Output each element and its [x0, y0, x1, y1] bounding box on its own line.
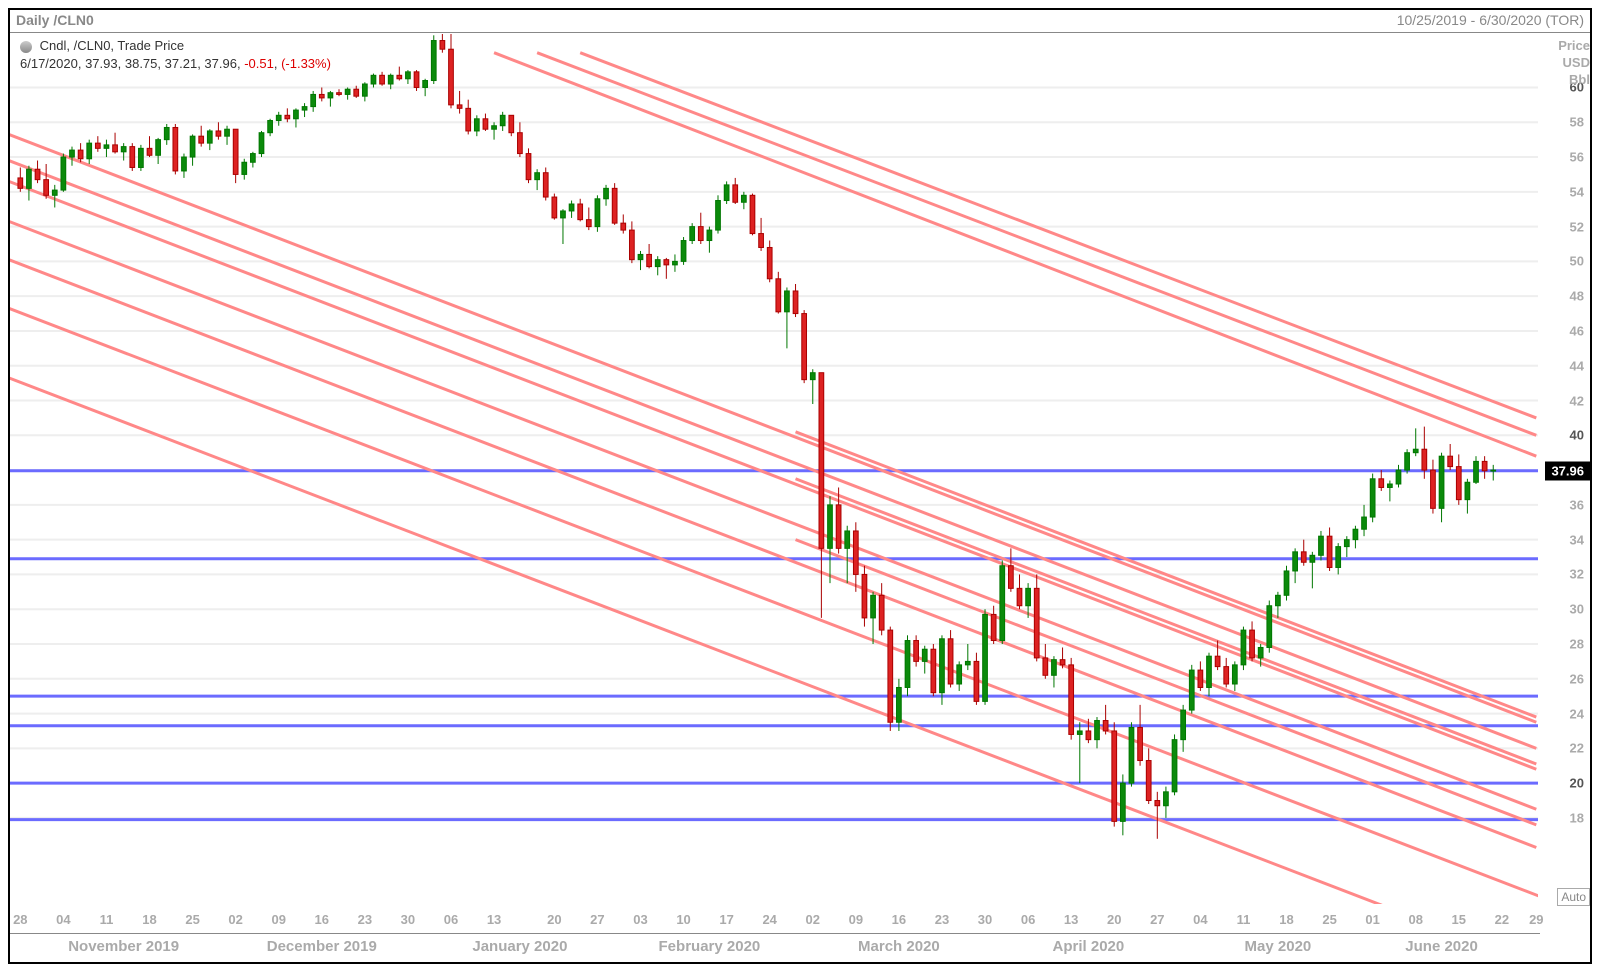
x-day-tick: 18	[1279, 912, 1293, 927]
y-tick: 48	[1570, 289, 1584, 304]
x-day-tick: 13	[1064, 912, 1078, 927]
x-day-tick: 17	[719, 912, 733, 927]
x-day-tick: 30	[401, 912, 415, 927]
x-day-tick: 30	[978, 912, 992, 927]
x-day-tick: 04	[1193, 912, 1207, 927]
x-day-tick: 25	[1322, 912, 1336, 927]
y-tick: 26	[1570, 671, 1584, 686]
x-month-tick: November 2019	[68, 938, 179, 955]
x-day-tick: 09	[849, 912, 863, 927]
y-tick: 36	[1570, 497, 1584, 512]
x-day-tick: 20	[547, 912, 561, 927]
y-tick: 30	[1570, 602, 1584, 617]
x-day-tick: 04	[56, 912, 70, 927]
x-day-tick: 02	[228, 912, 242, 927]
y-tick: 24	[1570, 706, 1584, 721]
x-day-tick: 28	[13, 912, 27, 927]
y-tick: 22	[1570, 741, 1584, 756]
last-price-flag: 37.96	[1545, 461, 1590, 480]
x-axis-days: 28 04 11 18 25 02 09 16 23 30 06 13 20 27 03 10 17 24 02 09…	[10, 912, 1540, 932]
x-day-tick: 18	[142, 912, 156, 927]
y-title-usd: USD	[1563, 55, 1590, 70]
auto-scale-label[interactable]: Auto	[1557, 888, 1590, 906]
chart-plot[interactable]	[10, 34, 1538, 904]
x-day-tick: 27	[1150, 912, 1164, 927]
x-day-tick: 06	[1021, 912, 1035, 927]
x-month-tick: January 2020	[472, 938, 567, 955]
x-day-tick: 03	[633, 912, 647, 927]
x-day-tick: 15	[1452, 912, 1466, 927]
y-tick: 56	[1570, 150, 1584, 165]
x-month-tick: April 2020	[1053, 938, 1125, 955]
header-bar: Daily /CLN0 10/25/2019 - 6/30/2020 (TOR)	[10, 10, 1590, 33]
x-day-tick: 08	[1408, 912, 1422, 927]
x-day-tick: 22	[1495, 912, 1509, 927]
x-axis-months: November 2019 December 2019 January 2020 Fe…	[10, 933, 1540, 958]
x-month-tick: May 2020	[1245, 938, 1312, 955]
x-day-tick: 27	[590, 912, 604, 927]
y-tick: 20	[1570, 776, 1584, 791]
x-month-tick: February 2020	[659, 938, 761, 955]
y-tick: 40	[1570, 428, 1584, 443]
x-day-tick: 23	[358, 912, 372, 927]
x-month-tick: December 2019	[267, 938, 377, 955]
y-tick: 58	[1570, 115, 1584, 130]
x-day-tick: 20	[1107, 912, 1121, 927]
x-day-tick: 25	[185, 912, 199, 927]
x-day-tick: 13	[487, 912, 501, 927]
y-tick: 42	[1570, 393, 1584, 408]
x-month-tick: March 2020	[858, 938, 940, 955]
x-day-tick: 10	[676, 912, 690, 927]
x-day-tick: 16	[892, 912, 906, 927]
y-tick: 34	[1570, 532, 1584, 547]
y-tick: 28	[1570, 637, 1584, 652]
y-tick: 50	[1570, 254, 1584, 269]
x-day-tick: 23	[935, 912, 949, 927]
date-range: 10/25/2019 - 6/30/2020 (TOR)	[1397, 12, 1584, 28]
x-day-tick: 29	[1529, 912, 1543, 927]
x-day-tick: 11	[1237, 912, 1251, 927]
symbol-title: Daily /CLN0	[16, 12, 94, 28]
y-tick: 18	[1570, 810, 1584, 825]
y-tick: 32	[1570, 567, 1584, 582]
x-day-tick: 09	[271, 912, 285, 927]
y-tick: 46	[1570, 323, 1584, 338]
y-title-bbl: Bbl	[1569, 72, 1590, 87]
x-day-tick: 06	[444, 912, 458, 927]
x-day-tick: 11	[100, 912, 114, 927]
x-day-tick: 16	[315, 912, 329, 927]
x-day-tick: 01	[1365, 912, 1379, 927]
y-tick: 44	[1570, 358, 1584, 373]
chart-container: Daily /CLN0 10/25/2019 - 6/30/2020 (TOR)…	[0, 0, 1600, 972]
x-day-tick: 24	[762, 912, 776, 927]
y-tick: 54	[1570, 184, 1584, 199]
y-tick: 52	[1570, 219, 1584, 234]
x-day-tick: 02	[806, 912, 820, 927]
x-month-tick: June 2020	[1405, 938, 1478, 955]
y-title-price: Price	[1558, 38, 1590, 53]
